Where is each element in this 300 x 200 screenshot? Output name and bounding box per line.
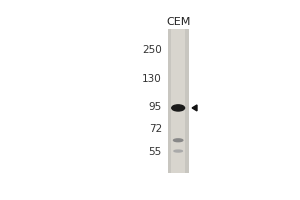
Text: 72: 72 — [148, 124, 162, 134]
Bar — [168, 29, 189, 173]
Text: 55: 55 — [148, 147, 162, 157]
Ellipse shape — [173, 139, 183, 142]
Text: 95: 95 — [148, 102, 162, 112]
Bar — [171, 29, 185, 173]
Text: 250: 250 — [142, 45, 162, 55]
Ellipse shape — [172, 105, 184, 111]
Polygon shape — [192, 105, 197, 111]
Text: CEM: CEM — [166, 17, 190, 27]
Text: 130: 130 — [142, 74, 162, 84]
Ellipse shape — [174, 150, 182, 152]
